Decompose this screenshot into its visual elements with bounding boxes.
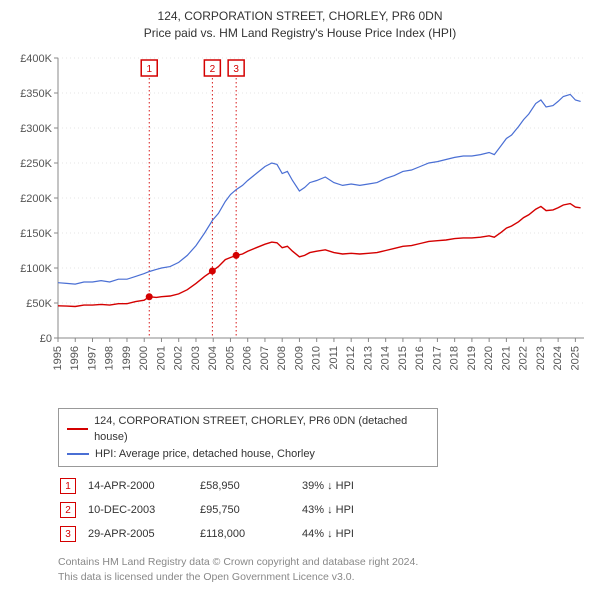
tx-date: 10-DEC-2003	[88, 499, 198, 521]
svg-text:£400K: £400K	[20, 53, 52, 65]
svg-text:1997: 1997	[86, 346, 98, 370]
tx-price: £58,950	[200, 475, 300, 497]
tx-row-2: 2 10-DEC-2003£95,75043% ↓ HPI	[60, 499, 364, 521]
svg-text:2023: 2023	[535, 346, 547, 370]
svg-text:2003: 2003	[190, 346, 202, 370]
legend-label: HPI: Average price, detached house, Chor…	[95, 446, 315, 463]
svg-text:2004: 2004	[207, 346, 219, 370]
svg-text:2006: 2006	[242, 346, 254, 370]
svg-text:2025: 2025	[569, 346, 581, 370]
svg-text:£0: £0	[40, 333, 52, 345]
tx-dot-3	[233, 251, 240, 258]
tx-date: 29-APR-2005	[88, 523, 198, 545]
transactions-table: 1 14-APR-2000£58,95039% ↓ HPI 2 10-DEC-2003…	[58, 473, 366, 547]
svg-text:£150K: £150K	[20, 228, 52, 240]
svg-text:2015: 2015	[397, 346, 409, 370]
tx-delta: 43% ↓ HPI	[302, 499, 364, 521]
svg-text:2024: 2024	[552, 346, 564, 370]
svg-text:2019: 2019	[466, 346, 478, 370]
svg-text:2020: 2020	[483, 346, 495, 370]
svg-text:2012: 2012	[345, 346, 357, 370]
legend-label: 124, CORPORATION STREET, CHORLEY, PR6 0D…	[94, 413, 429, 446]
tx-marker-icon: 1	[60, 478, 76, 494]
svg-text:1998: 1998	[104, 346, 116, 370]
svg-text:1996: 1996	[69, 346, 81, 370]
legend-swatch	[67, 428, 88, 430]
tx-dot-2	[209, 267, 216, 274]
svg-text:2008: 2008	[276, 346, 288, 370]
svg-text:2002: 2002	[173, 346, 185, 370]
legend-swatch	[67, 453, 89, 455]
series-hpi	[58, 94, 581, 284]
tx-row-1: 1 14-APR-2000£58,95039% ↓ HPI	[60, 475, 364, 497]
svg-text:2010: 2010	[311, 346, 323, 370]
svg-text:2011: 2011	[328, 346, 340, 370]
title-line-2: Price paid vs. HM Land Registry's House …	[8, 25, 592, 42]
legend-row-1: HPI: Average price, detached house, Chor…	[67, 446, 429, 463]
tx-row-3: 3 29-APR-2005£118,00044% ↓ HPI	[60, 523, 364, 545]
svg-text:2013: 2013	[362, 346, 374, 370]
svg-text:2014: 2014	[380, 346, 392, 370]
svg-text:2009: 2009	[293, 346, 305, 370]
svg-text:1: 1	[146, 64, 152, 75]
svg-text:2022: 2022	[518, 346, 530, 370]
tx-delta: 39% ↓ HPI	[302, 475, 364, 497]
svg-text:2018: 2018	[449, 346, 461, 370]
tx-price: £118,000	[200, 523, 300, 545]
title-line-1: 124, CORPORATION STREET, CHORLEY, PR6 0D…	[8, 8, 592, 25]
svg-text:2000: 2000	[138, 346, 150, 370]
svg-text:2021: 2021	[500, 346, 512, 370]
footer-line-1: Contains HM Land Registry data © Crown c…	[58, 555, 592, 570]
svg-text:£350K: £350K	[20, 88, 52, 100]
tx-delta: 44% ↓ HPI	[302, 523, 364, 545]
svg-text:2016: 2016	[414, 346, 426, 370]
tx-date: 14-APR-2000	[88, 475, 198, 497]
series-property	[58, 203, 581, 306]
svg-text:2001: 2001	[155, 346, 167, 370]
svg-text:1999: 1999	[121, 346, 133, 370]
tx-marker-icon: 2	[60, 502, 76, 518]
svg-text:1995: 1995	[52, 346, 64, 370]
footer-line-2: This data is licensed under the Open Gov…	[58, 570, 592, 585]
svg-text:£50K: £50K	[26, 298, 52, 310]
legend: 124, CORPORATION STREET, CHORLEY, PR6 0D…	[58, 408, 438, 468]
svg-text:£100K: £100K	[20, 263, 52, 275]
tx-price: £95,750	[200, 499, 300, 521]
svg-text:3: 3	[233, 64, 239, 75]
legend-row-0: 124, CORPORATION STREET, CHORLEY, PR6 0D…	[67, 413, 429, 446]
svg-text:2: 2	[210, 64, 216, 75]
svg-text:£200K: £200K	[20, 193, 52, 205]
attribution-footer: Contains HM Land Registry data © Crown c…	[58, 555, 592, 584]
svg-text:£250K: £250K	[20, 158, 52, 170]
svg-text:2007: 2007	[259, 346, 271, 370]
chart-svg: £0 £50K £100K £150K £200K £250K £300K £350K £400…	[8, 48, 592, 398]
svg-text:2017: 2017	[431, 346, 443, 370]
svg-text:2005: 2005	[224, 346, 236, 370]
chart-titles: 124, CORPORATION STREET, CHORLEY, PR6 0D…	[8, 8, 592, 42]
tx-marker-icon: 3	[60, 526, 76, 542]
chart-area: £0 £50K £100K £150K £200K £250K £300K £350K £400…	[8, 48, 592, 398]
tx-dot-1	[146, 293, 153, 300]
svg-text:£300K: £300K	[20, 123, 52, 135]
